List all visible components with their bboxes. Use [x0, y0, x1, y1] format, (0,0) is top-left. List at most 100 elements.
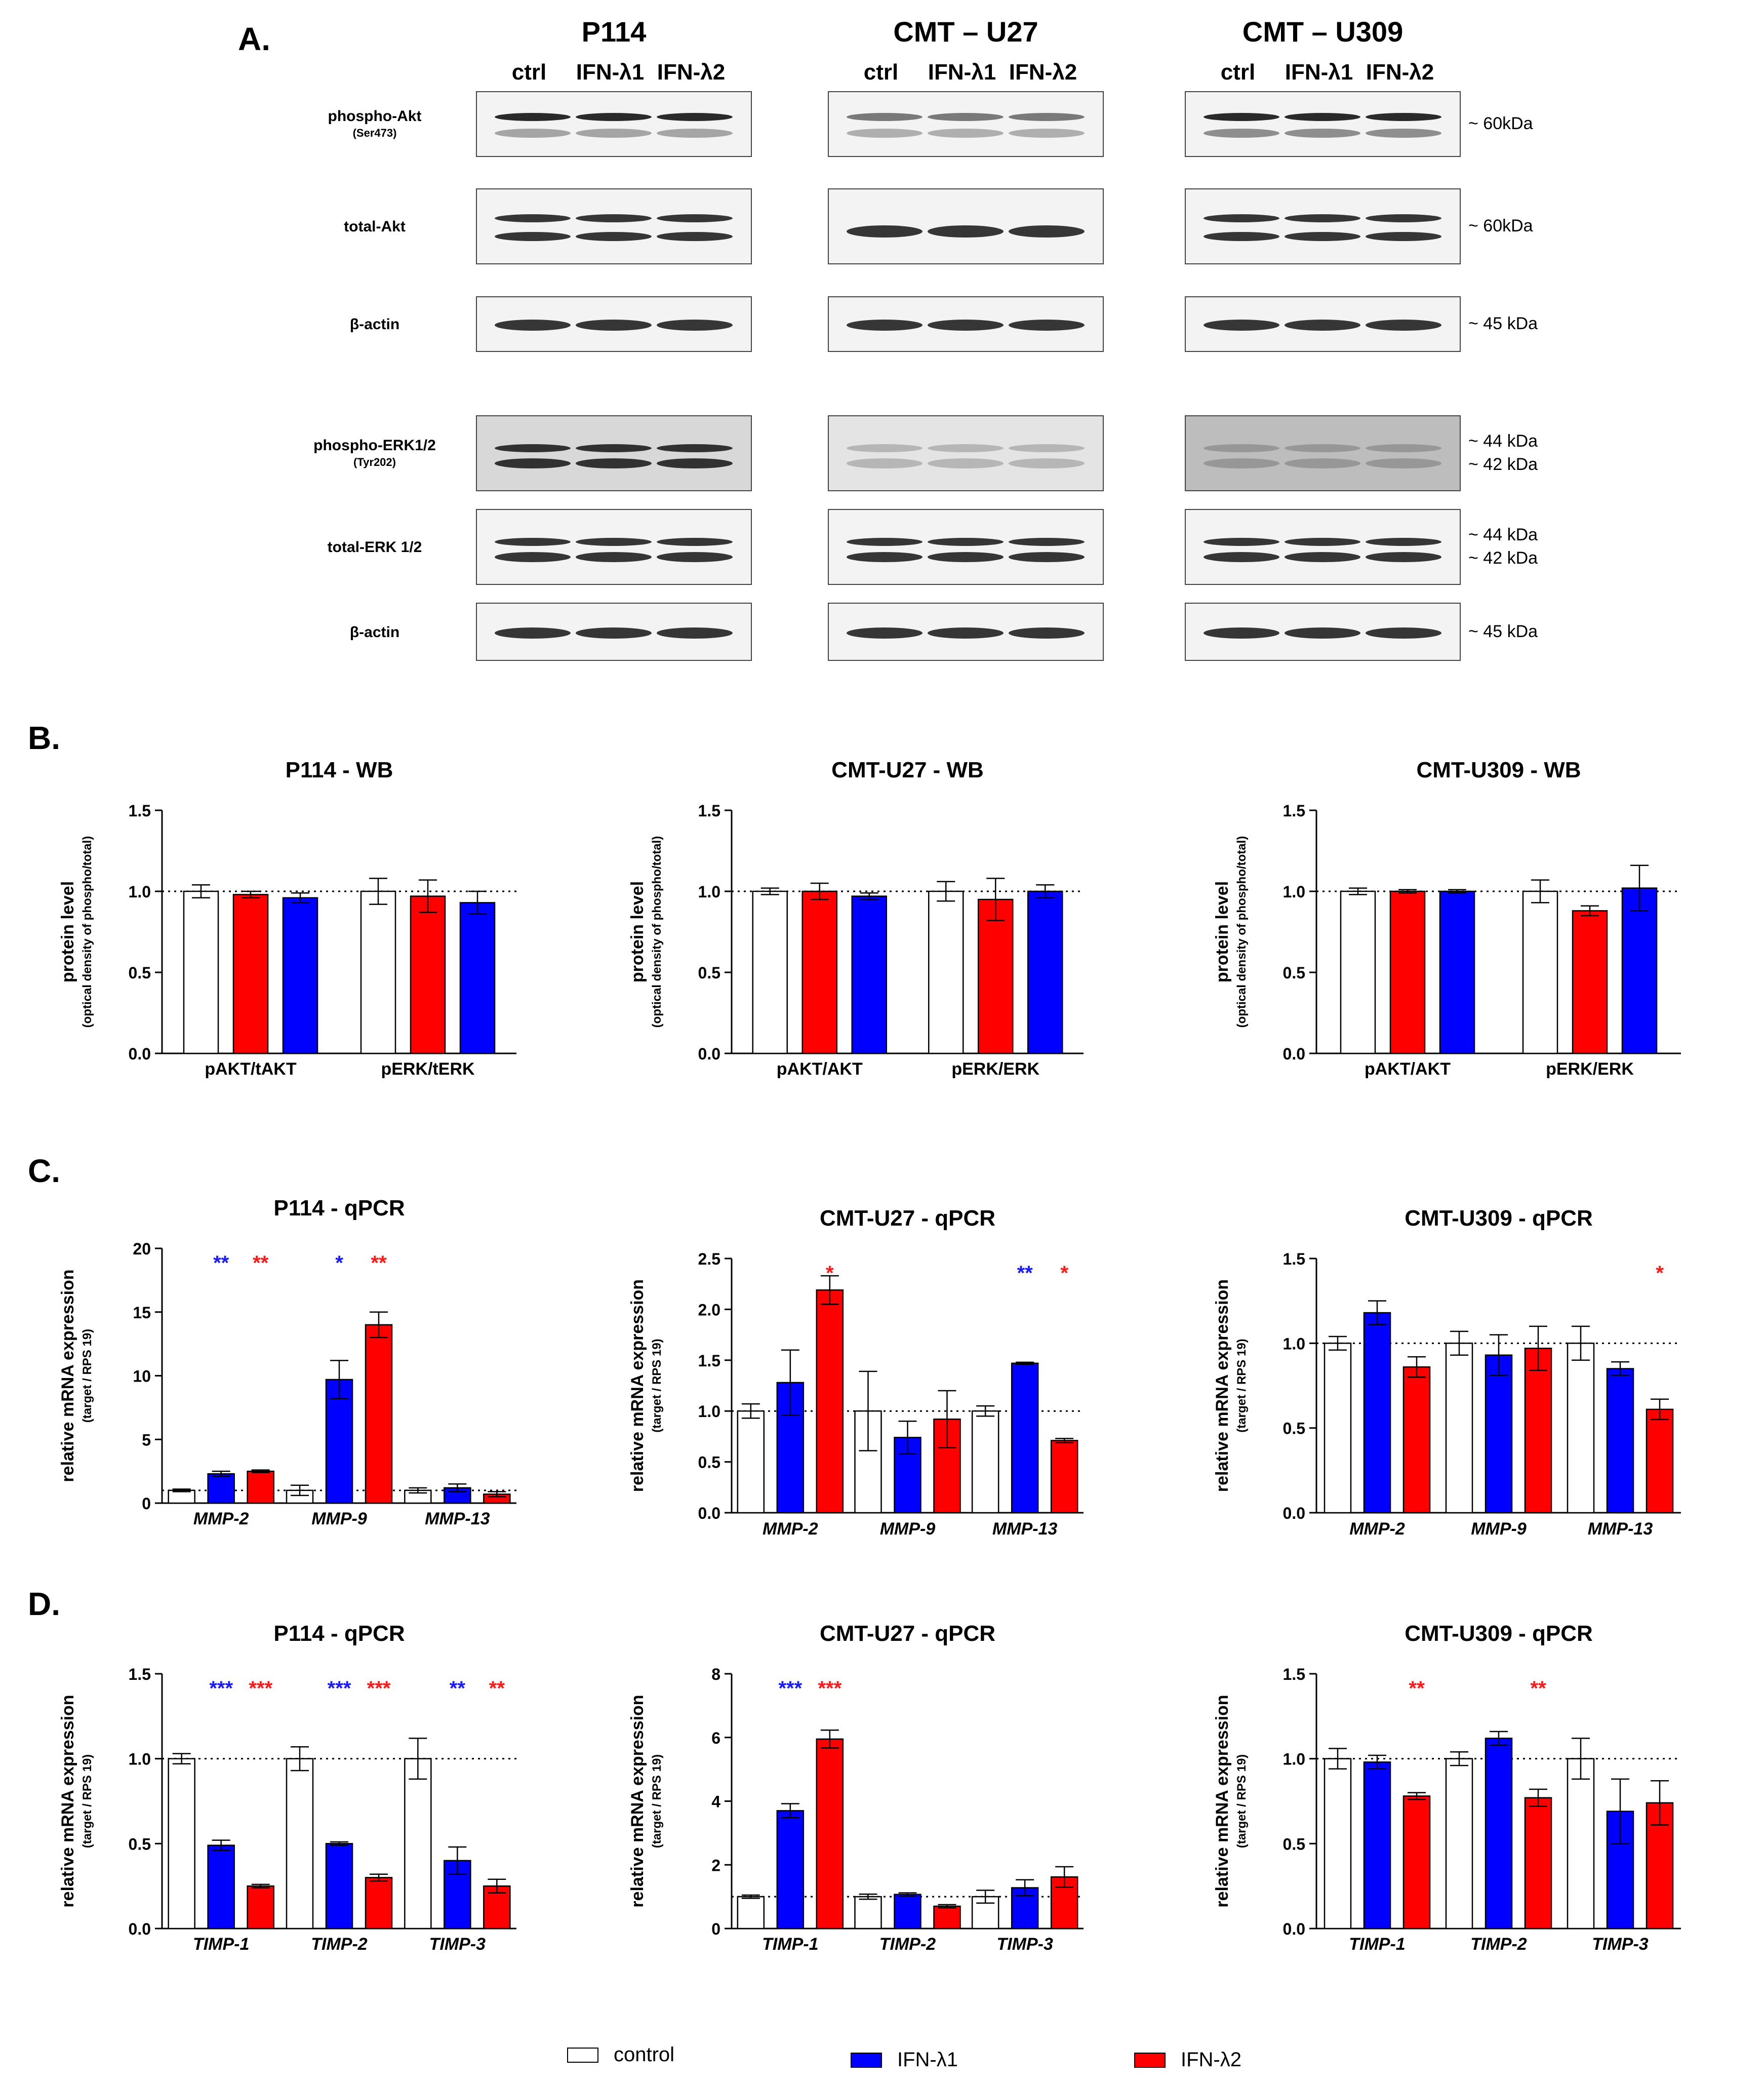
- legend-swatch-ifn-l2: [1134, 2052, 1166, 2068]
- blot-membrane: [476, 603, 752, 661]
- blot-band: [657, 444, 733, 452]
- blot-band: [576, 320, 652, 331]
- y-tick-label: 2.0: [698, 1301, 720, 1319]
- significance-marker: *: [826, 1262, 834, 1284]
- bar: [978, 898, 1014, 1054]
- x-category-label: MMP-13: [1588, 1519, 1653, 1539]
- bar: [1524, 1348, 1552, 1514]
- blot-band: [1009, 225, 1085, 238]
- y-tick-label: 20: [133, 1240, 151, 1258]
- blot-band: [576, 627, 652, 639]
- chart-title: CMT-U27 - WB: [831, 758, 984, 782]
- blot-band: [657, 320, 733, 331]
- bar: [168, 1758, 195, 1930]
- blot-band: [495, 458, 571, 468]
- lane-label: IFN-λ2: [1009, 60, 1077, 85]
- x-category-label: TIMP-1: [193, 1935, 249, 1954]
- blot-band: [495, 214, 571, 222]
- legend-swatch-control: [567, 2047, 598, 2063]
- blot-band: [847, 538, 923, 546]
- significance-marker: ***: [818, 1677, 841, 1700]
- y-tick-label: 1.5: [1283, 1250, 1305, 1268]
- x-category-label: TIMP-2: [311, 1935, 368, 1954]
- y-axis-sublabel: (optical density of phospho/total): [81, 836, 94, 1028]
- y-tick-label: 0.5: [129, 964, 151, 982]
- lane-label: IFN-λ1: [928, 60, 996, 85]
- blot-membrane: [1185, 91, 1461, 157]
- bar: [1646, 1408, 1674, 1514]
- blot-band: [576, 214, 652, 222]
- x-category-label: pERK/ERK: [951, 1059, 1039, 1079]
- y-tick-label: 1.0: [129, 1750, 151, 1768]
- lane-label: IFN-λ2: [657, 60, 726, 85]
- y-tick-label: 1.0: [129, 883, 151, 901]
- y-tick-label: 2.5: [698, 1250, 720, 1268]
- significance-marker: **: [450, 1677, 466, 1700]
- y-tick-label: 0.0: [1283, 1920, 1305, 1938]
- bar: [282, 897, 318, 1054]
- significance-marker: *: [1060, 1262, 1068, 1284]
- blot-band: [1285, 552, 1360, 562]
- blot-membrane: [828, 509, 1104, 585]
- y-tick-label: 1.0: [1283, 1334, 1305, 1353]
- significance-marker: ***: [328, 1677, 351, 1700]
- blot-band: [847, 113, 923, 122]
- y-tick-label: 10: [133, 1367, 151, 1386]
- blot-band: [847, 627, 923, 639]
- bar: [325, 1379, 353, 1504]
- blot-band: [1204, 444, 1279, 452]
- blot-band: [1009, 128, 1085, 138]
- y-tick-label: 0.5: [698, 1453, 720, 1472]
- bar: [928, 890, 964, 1054]
- bar: [459, 902, 496, 1054]
- x-category-label: MMP-2: [193, 1509, 249, 1528]
- x-category-label: TIMP-3: [996, 1935, 1053, 1954]
- y-axis-sublabel: (target / RPS 19): [650, 1339, 664, 1432]
- blot-membrane: [476, 296, 752, 352]
- x-category-label: TIMP-2: [1470, 1935, 1527, 1954]
- x-category-label: TIMP-2: [879, 1935, 936, 1954]
- panel-label-b: B.: [28, 720, 60, 756]
- bar: [1445, 1758, 1473, 1930]
- blot-band: [1204, 214, 1279, 222]
- chart-D1: P114 - qPCR relative mRNA expression (targ…: [58, 1621, 516, 1954]
- legend-control: control: [567, 2043, 674, 2066]
- y-axis-sublabel: (target / RPS 19): [1235, 1339, 1249, 1432]
- blot-band: [657, 538, 733, 546]
- bar: [776, 1810, 805, 1930]
- blot-membrane: [476, 91, 752, 157]
- blot-band: [1285, 214, 1360, 222]
- panel-label-d: D.: [28, 1586, 60, 1622]
- chart-C1: P114 - qPCR relative mRNA expression (targ…: [58, 1196, 516, 1528]
- y-tick-label: 0.0: [129, 1045, 151, 1063]
- x-category-label: pAKT/tAKT: [205, 1059, 297, 1079]
- blot-band: [1366, 128, 1441, 138]
- bar: [851, 895, 887, 1054]
- blot-band: [1366, 627, 1441, 639]
- blot-band: [928, 128, 1004, 138]
- bar: [1324, 1343, 1352, 1514]
- bar: [325, 1843, 353, 1930]
- blot-band: [657, 627, 733, 639]
- blot-membrane: [828, 91, 1104, 157]
- chart-B1: P114 - WB protein level (optical density o…: [58, 758, 516, 1079]
- y-tick-label: 15: [133, 1304, 151, 1322]
- bar: [1621, 887, 1658, 1054]
- blot-band: [1009, 627, 1085, 639]
- blot-band: [1204, 320, 1279, 331]
- y-tick-label: 1.0: [698, 1402, 720, 1421]
- bar: [410, 895, 446, 1054]
- lane-label: ctrl: [863, 60, 899, 85]
- blot-band: [1009, 320, 1085, 331]
- molecular-weight-label: ~ 60kDa: [1468, 114, 1533, 133]
- y-axis-sublabel: (target / RPS 19): [1235, 1754, 1249, 1848]
- blot-membrane: [476, 509, 752, 585]
- bar: [1389, 890, 1426, 1054]
- legend-ifn-l1: IFN-λ1: [851, 2049, 958, 2071]
- bar: [894, 1437, 921, 1514]
- bar: [752, 890, 788, 1054]
- blot-band: [1285, 627, 1360, 639]
- bar: [1485, 1354, 1513, 1514]
- blot-band: [1204, 627, 1279, 639]
